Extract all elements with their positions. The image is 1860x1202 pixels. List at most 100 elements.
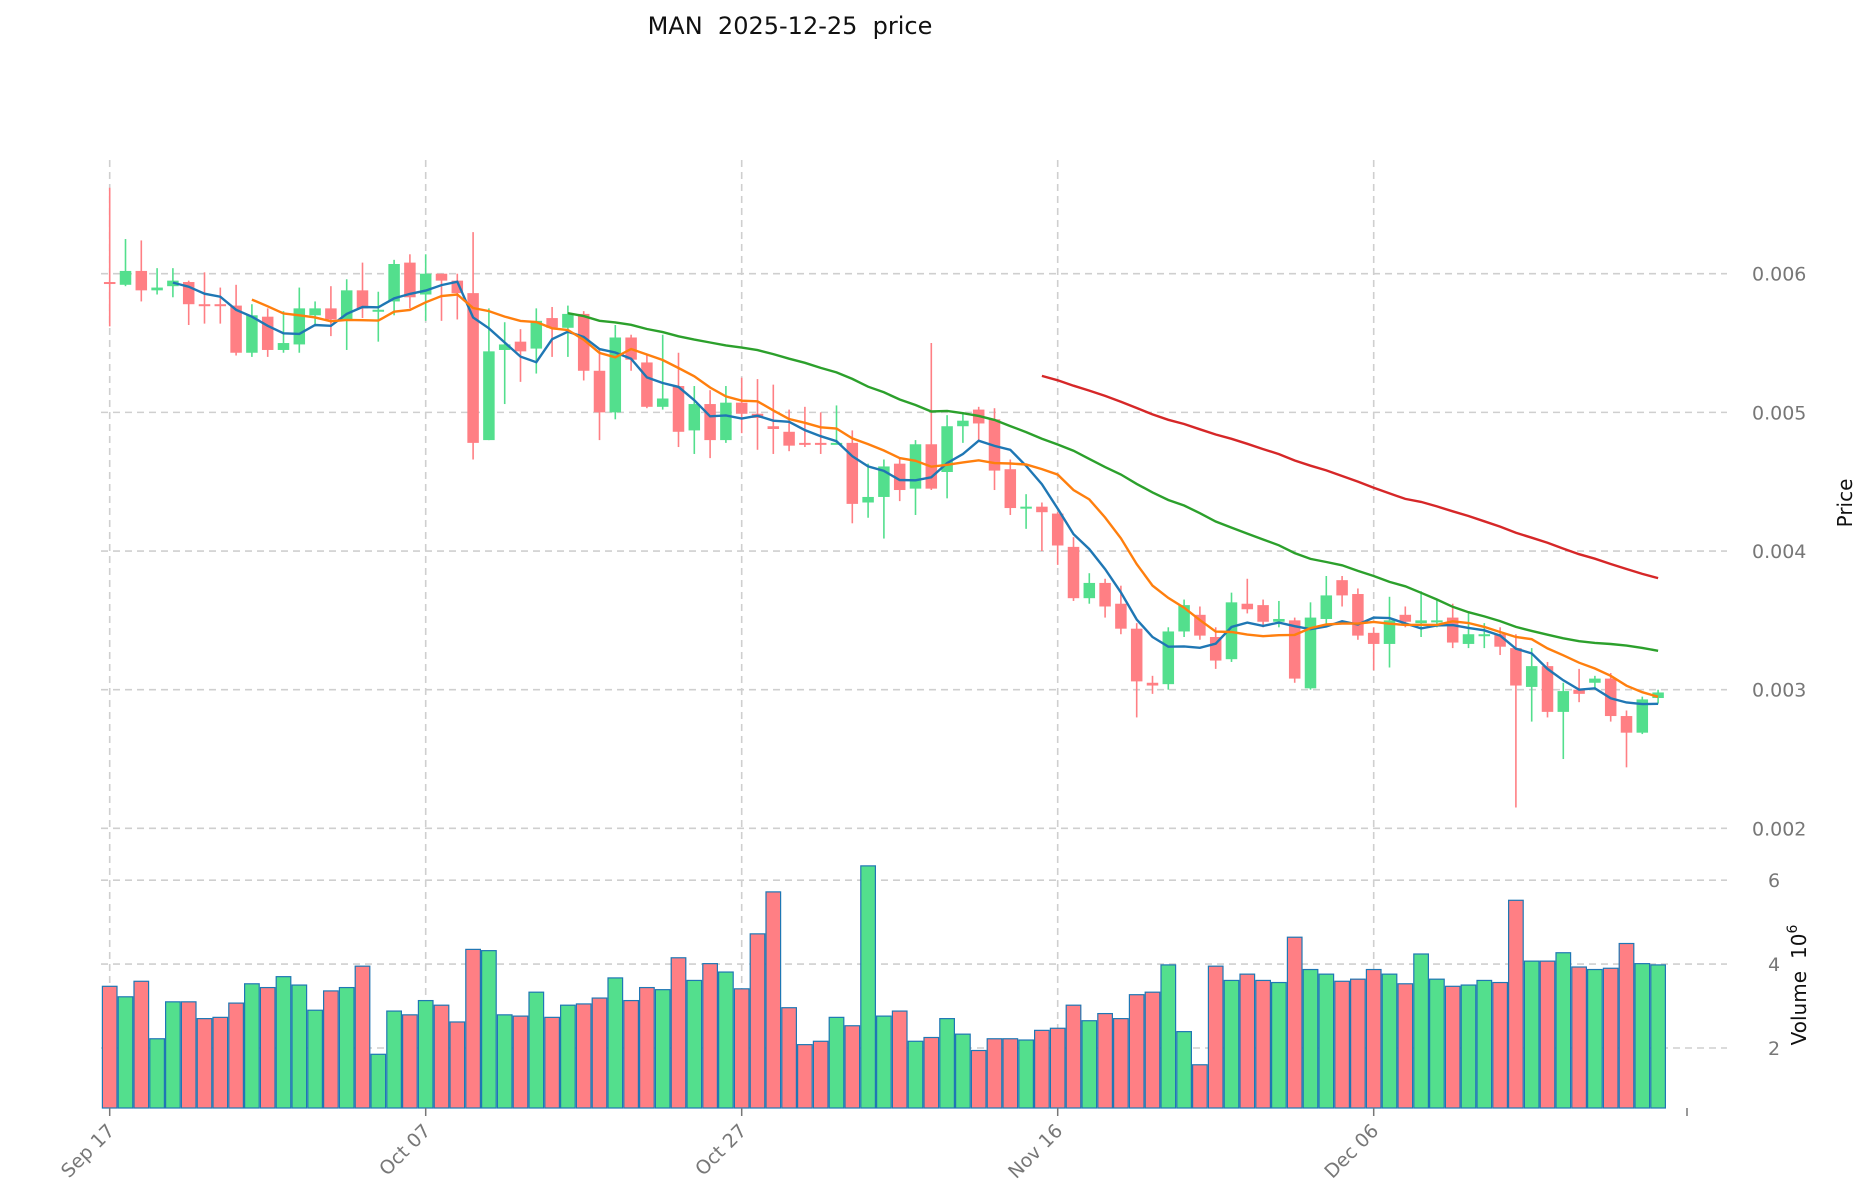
candle-body [1352,594,1364,636]
volume-bar [717,971,734,1109]
candle-body [1525,666,1538,687]
candle-body [103,282,116,285]
volume-bar [465,948,481,1109]
price-tick-label: 0.002 [1752,818,1806,840]
candle-body [119,270,132,285]
candle-body [656,398,669,407]
candle-body [1620,716,1633,733]
candle-body [1510,648,1522,686]
volume-bar [291,984,308,1109]
volume-bar [528,991,545,1109]
volume-bar [1571,966,1588,1109]
volume-bar [165,1001,181,1109]
volume-bar [117,996,134,1109]
moving-averages [172,280,1659,706]
volume-bar [1286,936,1303,1109]
candle-body [1099,582,1111,607]
candle-body [1446,617,1459,643]
volume-bar [1112,1018,1129,1109]
candle-body [735,402,748,414]
volume-bar [1555,952,1572,1109]
x-tick-label: Oct 27 [691,1120,751,1180]
volume-bar [1618,942,1635,1109]
volume-bar [1318,973,1335,1109]
volume-bar [860,865,876,1109]
candle-body [1067,546,1080,599]
volume-bar [749,933,766,1109]
volume-bar [1492,981,1509,1109]
volume-bar [512,1015,529,1109]
candle-body [941,426,953,472]
candle-body [799,442,811,445]
candle-body [214,304,227,307]
candle-body [672,386,685,432]
volume-bar [370,1053,387,1109]
candle-body [830,442,843,445]
volume-bar [1049,1027,1066,1109]
volume-bar [323,990,339,1109]
candle-body [293,308,306,345]
volume-tick-label: 6 [1768,870,1780,892]
volume-bar [559,1004,576,1109]
candle-body [1178,605,1190,632]
candle-body [1541,666,1554,712]
candle-body [1399,614,1412,622]
candle-body [1288,620,1301,679]
candle-body [530,320,543,349]
volume-bar [275,976,292,1109]
volume-bar [907,1040,924,1109]
volume-bar [1476,979,1493,1109]
candle-body [1431,620,1443,623]
price-tick-label: 0.006 [1752,264,1806,286]
volume-bar [875,1015,892,1109]
volume-bar [702,963,718,1109]
candle-body [720,402,732,441]
volume-bar [1397,983,1414,1109]
volume-bar [1160,964,1177,1109]
candle-body [957,420,969,427]
volume-bar [812,1040,829,1109]
candle-body [609,337,622,413]
volume-bars [101,865,1667,1109]
volume-bar [954,1033,971,1109]
candle-body [1573,689,1585,694]
volume-bar [149,1038,166,1109]
volume-bar [891,1010,908,1109]
volume-bar [1302,968,1319,1109]
volume-bar [1634,963,1651,1109]
candle-body [1115,603,1127,629]
volume-bar [1507,899,1524,1109]
ma10-line [251,293,1659,698]
candle-body [1273,618,1285,622]
volume-bar [449,1021,466,1109]
candle-body [514,341,527,352]
candle-body [246,315,258,353]
candle-body [1320,595,1333,619]
volume-bar [196,1018,213,1109]
volume-bar [670,957,687,1109]
candle-body [1051,513,1064,546]
volume-bar [686,979,703,1109]
candle-body [704,404,716,441]
candle-body [1478,634,1491,637]
volume-bar [828,1016,845,1109]
candle-body [356,290,369,309]
candle-body [593,370,606,413]
volume-bar [638,986,655,1109]
candle-body [688,404,701,431]
svg-text:Volume106: Volume 106 [1785,925,1811,1046]
candle-body [182,282,195,305]
volume-bar [1128,994,1145,1109]
volume-bar [923,1036,940,1109]
volume-bar [1381,973,1398,1109]
volume-bar [228,1002,245,1109]
volume-bar [212,1016,229,1109]
candle-body [467,293,479,443]
price-axis-label: Price [1833,479,1857,528]
candle-body [783,431,795,446]
volume-bar [1523,960,1540,1109]
candle-body [878,466,890,497]
volume-bar [1602,967,1619,1109]
candle-body [198,304,211,307]
candle-body [1494,634,1506,647]
